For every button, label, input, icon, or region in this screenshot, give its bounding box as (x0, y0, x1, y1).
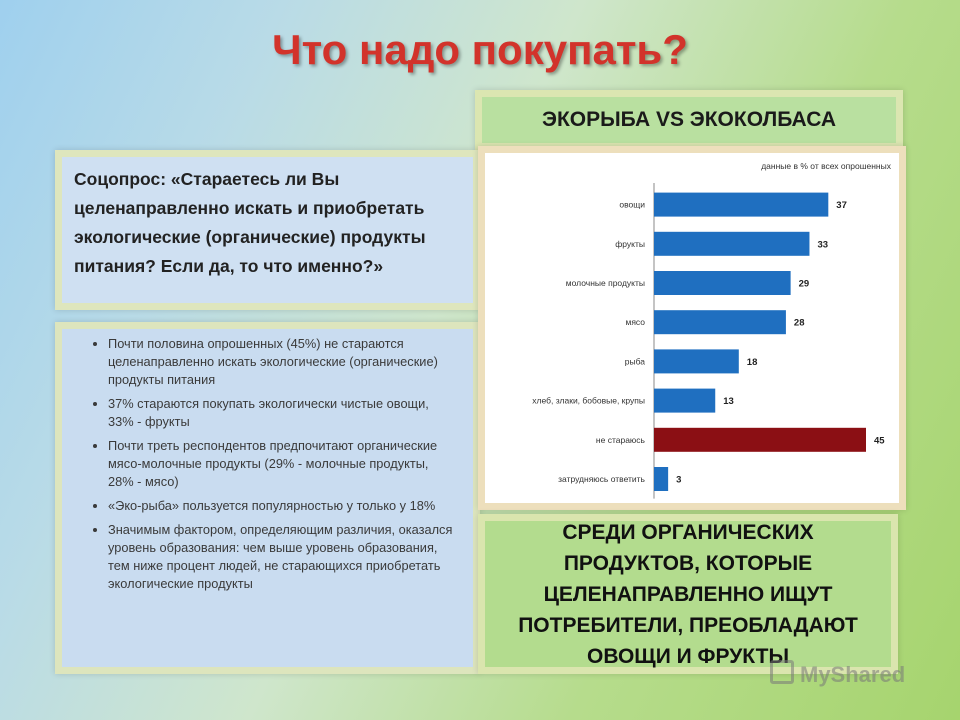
bar (654, 467, 669, 491)
chart-note: данные в % от всех опрошенных (761, 161, 892, 171)
watermark-text: MyShared (800, 662, 906, 687)
survey-question-text: Соцопрос: «Стараетесь ли Вы целенаправле… (74, 169, 426, 276)
bar (654, 192, 829, 217)
bar (654, 231, 810, 256)
value-label: 3 (676, 475, 681, 486)
finding-item: Почти треть респондентов предпочитают ор… (108, 437, 457, 491)
category-label: молочные продукты (566, 278, 645, 288)
finding-item: «Эко-рыба» пользуется популярностью у то… (108, 497, 457, 515)
category-label: рыба (625, 356, 646, 366)
bar-chart: данные в % от всех опрошенных овощи 37 фрук… (532, 161, 892, 499)
subtitle-text: ЭКОРЫБА VS ЭКОКОЛБАСА (542, 108, 836, 131)
findings-list: Почти половина опрошенных (45%) не стара… (78, 335, 457, 593)
conclusion-text: СРЕДИ ОРГАНИЧЕСКИХ ПРОДУКТОВ, КОТОРЫЕ ЦЕ… (518, 520, 858, 668)
bar (654, 271, 791, 295)
category-label: мясо (625, 317, 645, 327)
finding-item: Почти половина опрошенных (45%) не стара… (108, 335, 457, 389)
finding-item: 37% стараются покупать экологически чист… (108, 395, 457, 431)
value-label: 29 (799, 279, 810, 290)
subtitle-box: ЭКОРЫБА VS ЭКОКОЛБАСА (475, 90, 903, 150)
value-label: 13 (723, 396, 734, 407)
value-label: 28 (794, 318, 805, 329)
bar (654, 310, 786, 335)
watermark: MyShared (770, 660, 905, 688)
value-label: 37 (836, 200, 847, 211)
category-label: овощи (619, 200, 645, 210)
value-label: 33 (817, 239, 828, 250)
category-label: фрукты (615, 239, 645, 249)
value-label: 45 (874, 435, 885, 446)
conclusion-box: СРЕДИ ОРГАНИЧЕСКИХ ПРОДУКТОВ, КОТОРЫЕ ЦЕ… (478, 514, 898, 674)
bar (654, 349, 739, 374)
chart-panel: данные в % от всех опрошенных овощи 37 фрук… (478, 146, 906, 510)
category-label: затрудняюсь ответить (558, 474, 645, 484)
finding-item: Значимым фактором, определяющим различия… (108, 521, 457, 593)
slide-title: Что надо покупать? (272, 26, 688, 73)
category-label: не стараюсь (596, 435, 646, 445)
findings-box: Почти половина опрошенных (45%) не стара… (55, 322, 480, 674)
watermark-logo-icon (770, 660, 794, 684)
category-label: хлеб, злаки, бобовые, крупы (532, 396, 645, 406)
survey-question-box: Соцопрос: «Стараетесь ли Вы целенаправле… (55, 150, 480, 310)
bar (654, 388, 716, 413)
value-label: 18 (747, 357, 758, 368)
bar (654, 427, 866, 452)
